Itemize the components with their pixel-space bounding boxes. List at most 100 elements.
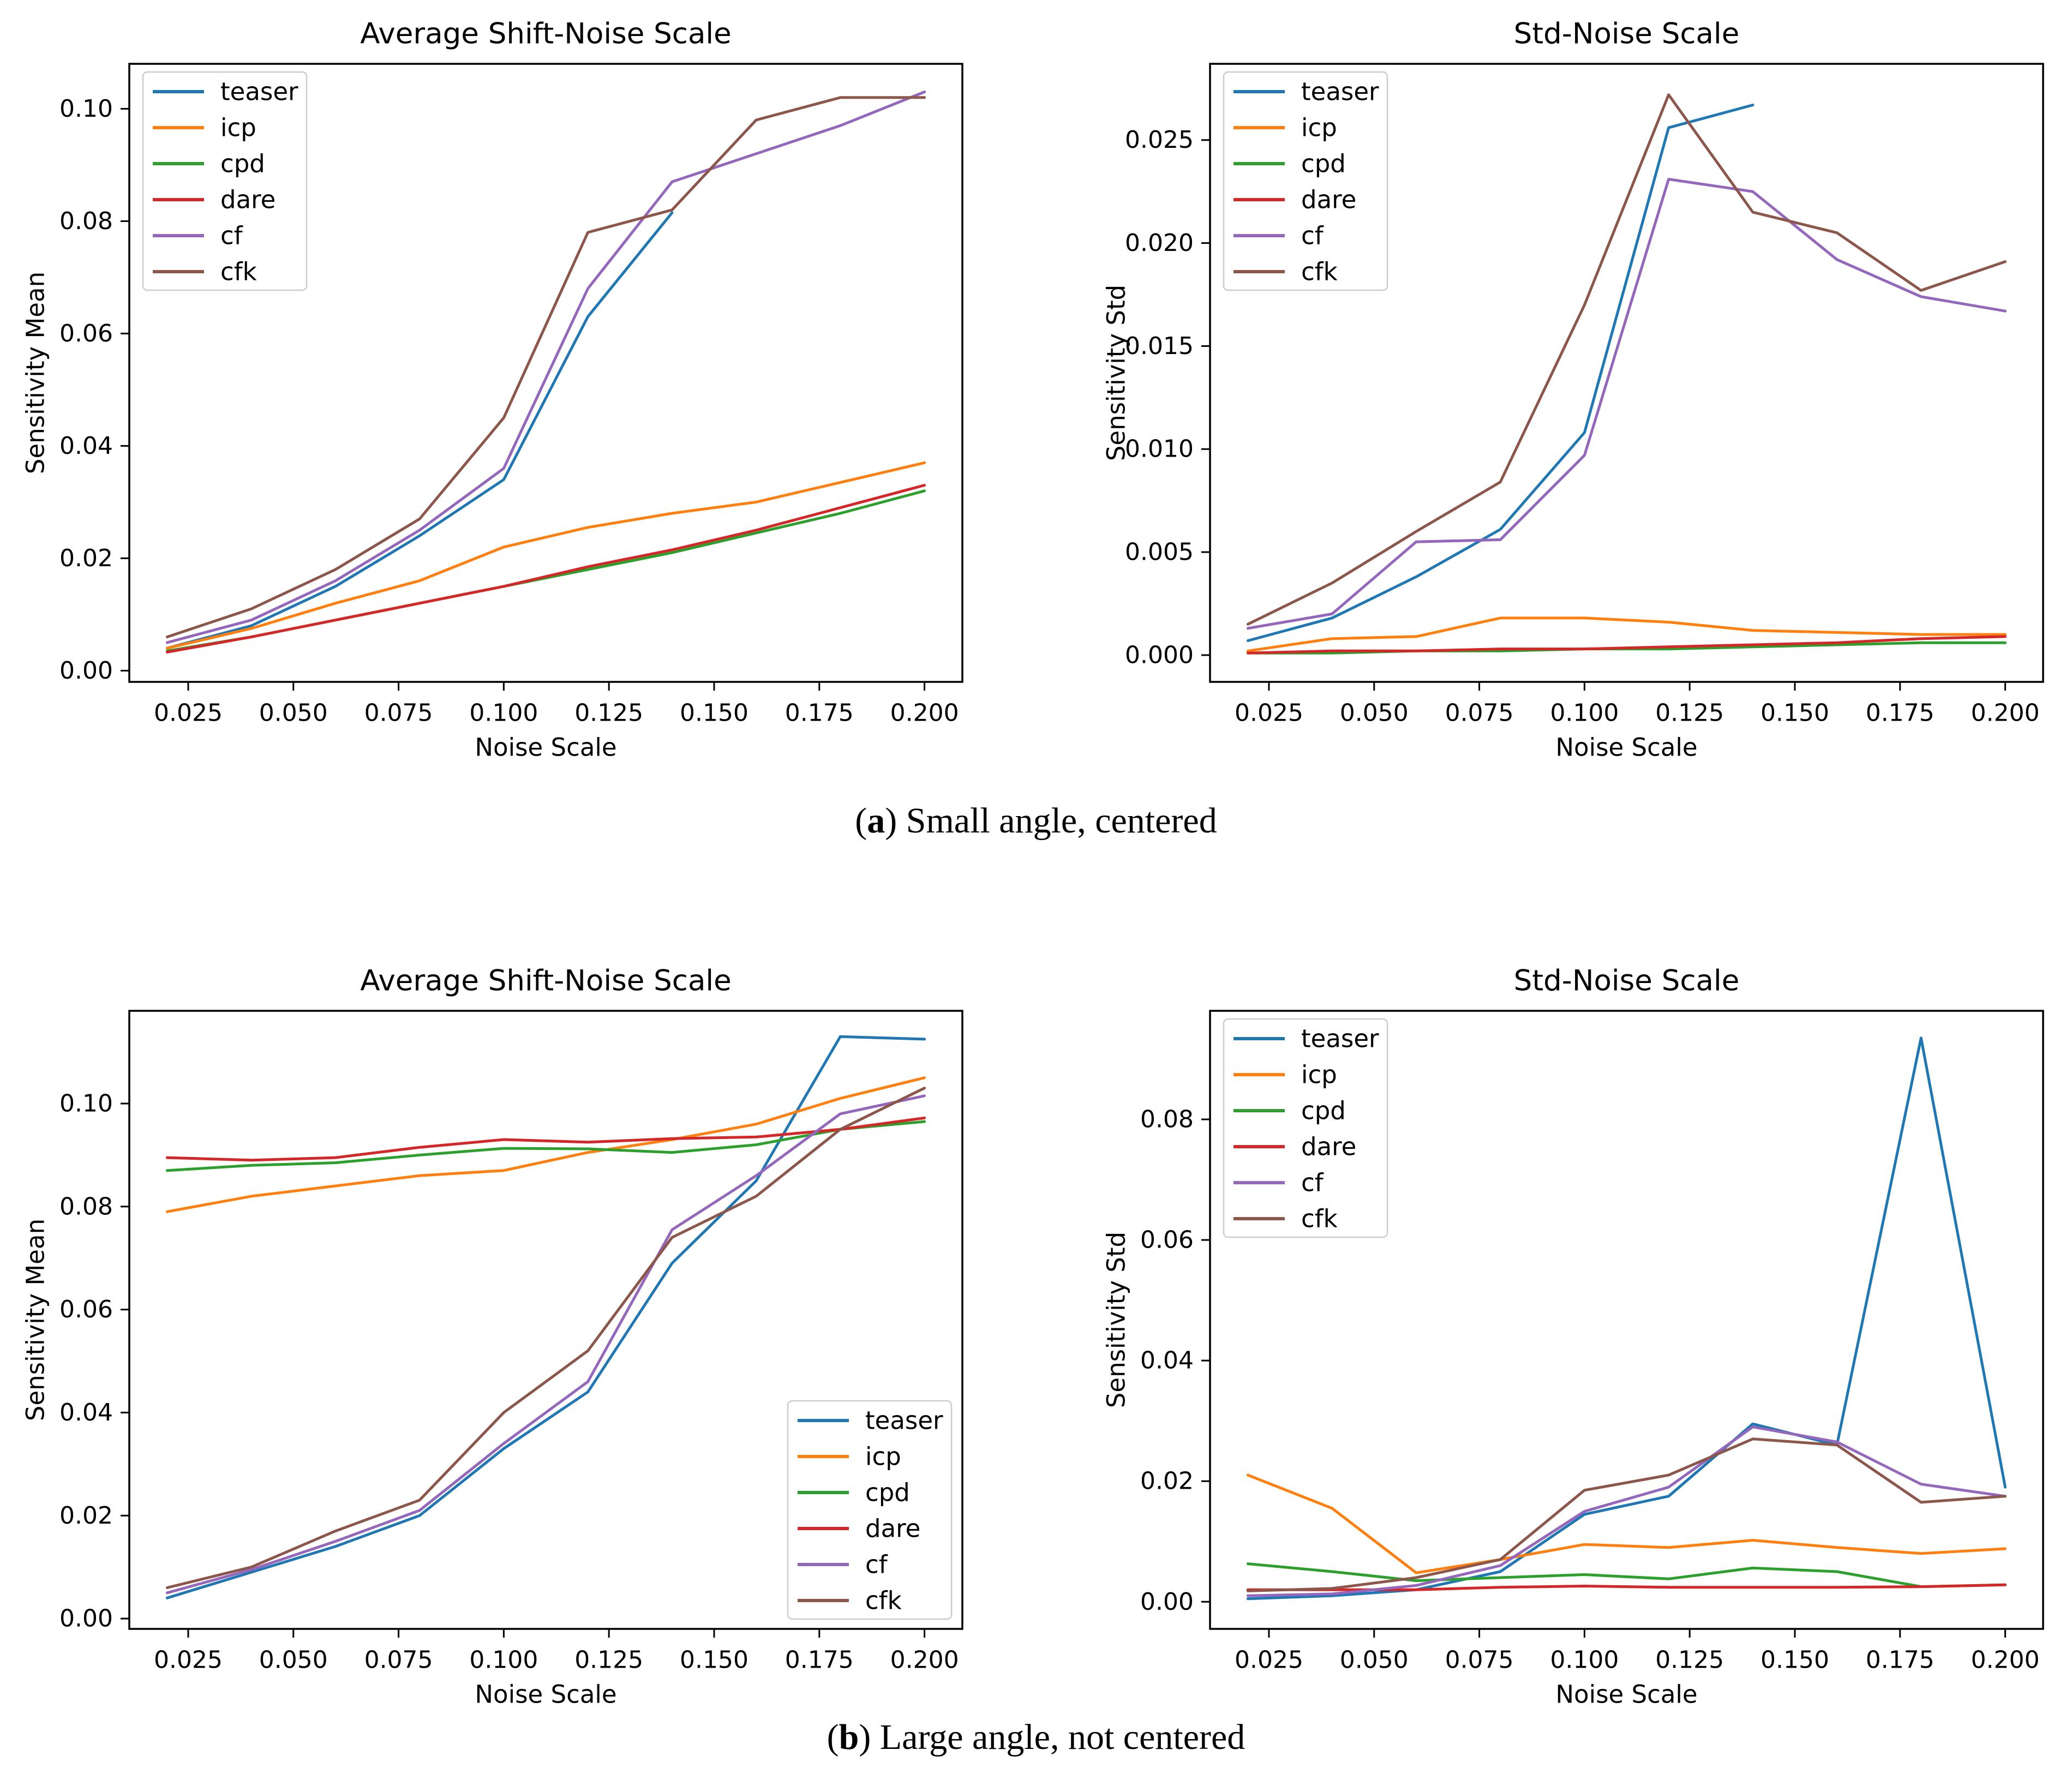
caption-b-marker: b — [839, 1717, 859, 1757]
chart-title: Std-Noise Scale — [1514, 964, 1740, 998]
y-tick-label: 0.015 — [1125, 332, 1194, 360]
x-tick-label: 0.100 — [469, 1646, 538, 1674]
series-line-cfk — [165, 96, 926, 639]
legend-label-cfk: cfk — [1301, 257, 1338, 286]
caption-b-paren-close: ) — [859, 1717, 880, 1757]
chart-a-std-svg: Std-Noise Scale Noise Scale Sensitivity St… — [1102, 17, 2044, 762]
legend-label-cfk: cfk — [865, 1586, 902, 1615]
x-tick-label: 0.050 — [259, 1646, 328, 1674]
x-tick-label: 0.175 — [785, 1646, 854, 1674]
y-tick-label: 0.08 — [1140, 1105, 1194, 1133]
chart-title: Average Shift-Noise Scale — [360, 17, 732, 51]
series-line-dare — [165, 1116, 926, 1162]
y-tick-label: 0.02 — [1140, 1467, 1194, 1495]
series-line-teaser — [1246, 1036, 2007, 1601]
legend-label-icp: icp — [865, 1442, 901, 1471]
y-tick-label: 0.04 — [1140, 1347, 1194, 1375]
x-tick-label: 0.075 — [364, 699, 433, 727]
y-tick-label: 0.08 — [59, 207, 113, 235]
x-tick-label: 0.075 — [364, 1646, 433, 1674]
caption-b-paren-open: ( — [827, 1717, 839, 1757]
series-line-cf — [1246, 1425, 2007, 1597]
y-axis-label: Sensitivity Std — [1102, 285, 1131, 461]
x-axis-label: Noise Scale — [475, 733, 616, 762]
legend-label-cpd: cpd — [1301, 1096, 1346, 1125]
series-line-dare — [165, 484, 926, 654]
x-tick-label: 0.025 — [1235, 699, 1303, 727]
y-tick-label: 0.005 — [1125, 538, 1194, 566]
x-tick-label: 0.100 — [469, 699, 538, 727]
legend-label-cfk: cfk — [220, 257, 257, 286]
legend-label-cfk: cfk — [1301, 1204, 1338, 1233]
x-tick-label: 0.100 — [1550, 1646, 1619, 1674]
legend-label-cf: cf — [1301, 221, 1324, 250]
series-line-icp — [165, 1076, 926, 1213]
caption-a-paren-open: ( — [855, 801, 867, 841]
chart-b-std-svg: Std-Noise Scale Noise Scale Sensitivity St… — [1102, 964, 2044, 1709]
y-tick-label: 0.00 — [59, 1605, 113, 1633]
legend-label-cpd: cpd — [865, 1478, 910, 1507]
x-tick-label: 0.200 — [890, 699, 959, 727]
y-tick-label: 0.10 — [59, 95, 113, 123]
x-axis-label: Noise Scale — [1555, 1680, 1697, 1709]
y-tick-label: 0.02 — [59, 1502, 113, 1530]
caption-a-paren-close: ) — [885, 801, 906, 841]
y-tick-label: 0.00 — [59, 657, 113, 685]
plot-area — [1209, 63, 2044, 683]
series-line-cfk — [1246, 93, 2007, 626]
plot-area — [128, 63, 963, 683]
legend-label-icp: icp — [1301, 113, 1337, 142]
series-line-cfk — [1246, 1437, 2007, 1592]
x-tick-label: 0.025 — [1235, 1646, 1303, 1674]
series-line-cf — [165, 91, 926, 644]
series-line-teaser — [165, 1035, 926, 1599]
caption-a-text: Small angle, centered — [906, 801, 1217, 841]
caption-a-marker: a — [867, 801, 885, 841]
x-tick-label: 0.175 — [1866, 699, 1935, 727]
x-tick-label: 0.025 — [154, 699, 223, 727]
legend-label-icp: icp — [220, 113, 256, 142]
legend-label-cf: cf — [220, 221, 243, 250]
y-tick-label: 0.02 — [59, 544, 113, 572]
x-tick-label: 0.200 — [1971, 699, 2040, 727]
x-tick-label: 0.200 — [890, 1646, 959, 1674]
x-tick-label: 0.175 — [1866, 1646, 1935, 1674]
series-line-teaser — [165, 211, 674, 650]
y-tick-label: 0.04 — [59, 432, 113, 460]
x-tick-label: 0.050 — [1340, 1646, 1409, 1674]
series-line-cpd — [165, 1120, 926, 1172]
series-line-cf — [165, 1094, 926, 1595]
chart-b-std: Std-Noise Scale Noise Scale Sensitivity St… — [1036, 947, 2072, 1711]
legend-label-cpd: cpd — [220, 149, 265, 178]
chart-a-std: Std-Noise Scale Noise Scale Sensitivity St… — [1036, 0, 2072, 764]
y-tick-label: 0.010 — [1125, 435, 1194, 463]
x-tick-label: 0.150 — [1760, 1646, 1829, 1674]
caption-b: (b) Large angle, not centered — [0, 1710, 2072, 1765]
chart-a-shift-mean: Average Shift-Noise Scale Noise Scale Sens… — [0, 0, 1036, 764]
x-axis-label: Noise Scale — [1555, 733, 1697, 762]
plot-area — [128, 1010, 963, 1630]
y-axis-label: Sensitivity Mean — [21, 1219, 50, 1421]
y-tick-label: 0.06 — [59, 320, 113, 347]
caption-b-text: Large angle, not centered — [879, 1717, 1245, 1757]
series-line-teaser — [1246, 104, 1754, 642]
x-tick-label: 0.075 — [1445, 1646, 1514, 1674]
series-line-cf — [1246, 178, 2007, 630]
y-axis-label: Sensitivity Std — [1102, 1232, 1131, 1408]
plot-area — [1209, 1010, 2044, 1630]
legend-label-dare: dare — [1301, 185, 1356, 214]
y-tick-label: 0.000 — [1125, 641, 1194, 669]
y-tick-label: 0.10 — [59, 1089, 113, 1117]
x-tick-label: 0.150 — [680, 699, 748, 727]
chart-b-shift-mean: Average Shift-Noise Scale Noise Scale Sens… — [0, 947, 1036, 1711]
chart-a-shift-mean-svg: Average Shift-Noise Scale Noise Scale Sens… — [21, 17, 963, 762]
legend-label-cf: cf — [865, 1550, 888, 1579]
x-tick-label: 0.050 — [259, 699, 328, 727]
x-tick-label: 0.150 — [680, 1646, 748, 1674]
legend-label-teaser: teaser — [865, 1406, 943, 1435]
y-tick-label: 0.08 — [59, 1192, 113, 1220]
series-line-cpd — [1246, 1562, 2007, 1589]
x-tick-label: 0.200 — [1971, 1646, 2040, 1674]
legend-label-teaser: teaser — [1301, 77, 1379, 106]
